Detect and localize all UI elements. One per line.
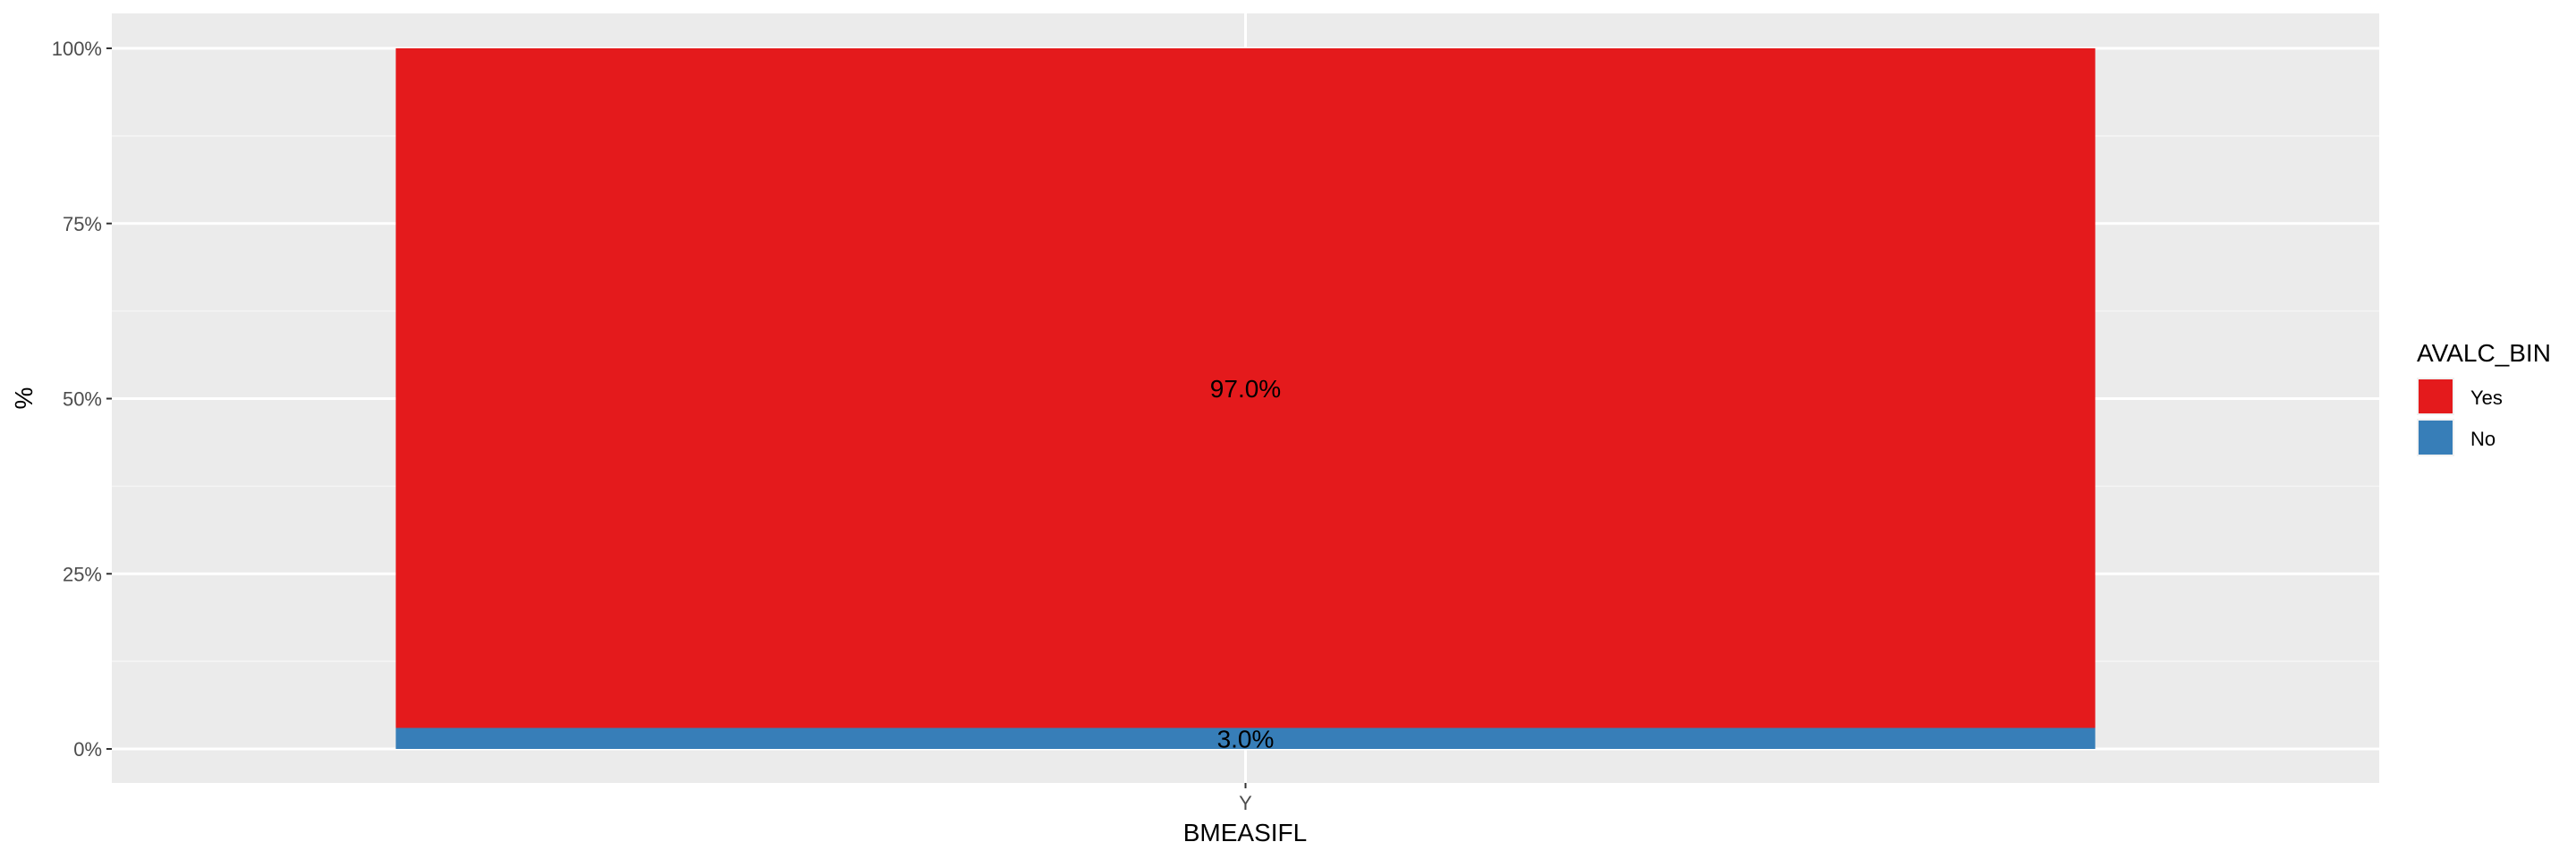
bar-segment-yes xyxy=(395,48,2096,728)
data-label-no: 3.0% xyxy=(1217,725,1275,753)
y-tick-label: 25% xyxy=(63,563,102,585)
x-tick-label: Y xyxy=(1239,792,1252,814)
y-tick-label: 75% xyxy=(63,213,102,235)
legend-label-no: No xyxy=(2470,428,2496,450)
y-tick-label: 50% xyxy=(63,388,102,411)
data-label-yes: 97.0% xyxy=(1210,375,1281,403)
bar-segment-no xyxy=(395,727,2096,749)
y-axis-title: % xyxy=(10,387,38,410)
legend-key-no xyxy=(2419,421,2453,455)
legend-key-yes xyxy=(2419,379,2453,413)
legend-title: AVALC_BIN xyxy=(2417,339,2551,367)
y-tick-label: 100% xyxy=(52,38,102,60)
y-tick-label: 0% xyxy=(73,738,102,761)
bars xyxy=(395,48,2096,749)
legend: AVALC_BIN Yes No xyxy=(2417,339,2551,456)
legend-label-yes: Yes xyxy=(2470,387,2503,409)
x-axis-title: BMEASIFL xyxy=(1183,819,1307,846)
y-axis: 0% 25% 50% 75% 100% xyxy=(52,38,112,761)
x-axis: Y xyxy=(1239,783,1252,814)
data-labels: 3.0% 97.0% xyxy=(1210,375,1281,753)
